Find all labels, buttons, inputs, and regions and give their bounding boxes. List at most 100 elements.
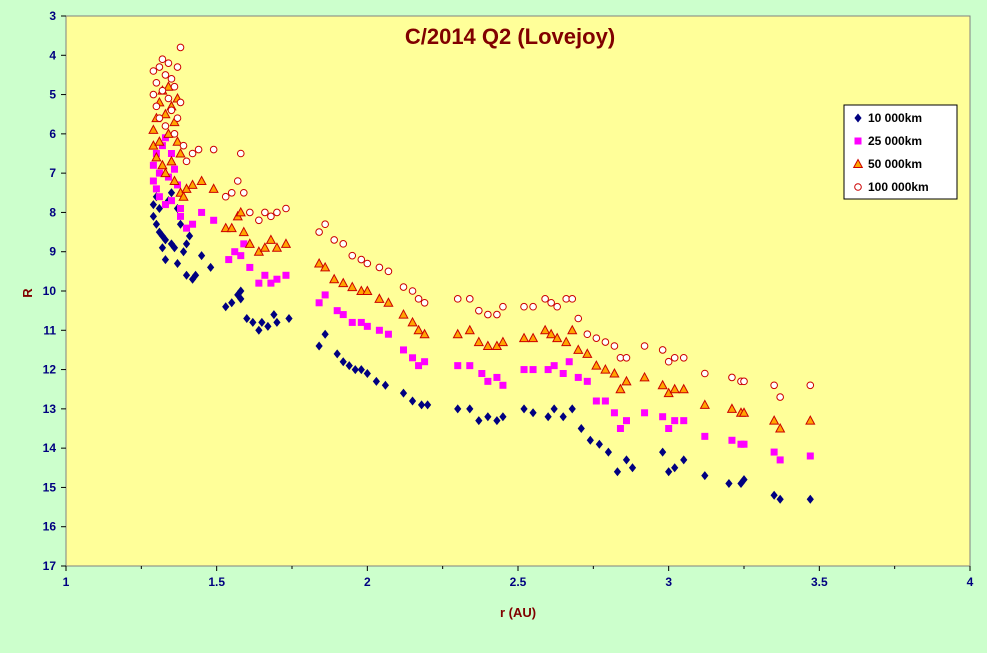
data-point (398, 309, 409, 319)
data-point (176, 219, 185, 229)
y-axis-title: R (20, 288, 35, 298)
data-point (805, 415, 816, 425)
data-point (221, 192, 230, 201)
y-axis: 3 4 5 6 7 8 9 10 11 12 13 14 15 16 17 (43, 9, 66, 573)
data-point (725, 479, 733, 488)
data-point (452, 328, 463, 339)
data-point (701, 432, 709, 440)
x-tick-label: 3 (665, 575, 672, 589)
data-point (338, 277, 349, 288)
data-point (529, 366, 537, 374)
data-point (499, 381, 507, 389)
data-point (149, 161, 157, 169)
data-point (493, 416, 501, 426)
data-points (148, 43, 816, 504)
data-point (164, 59, 173, 67)
y-tick-label: 13 (43, 402, 57, 416)
data-point (270, 310, 278, 320)
data-point (282, 204, 290, 213)
data-point (600, 364, 611, 374)
data-point (265, 234, 277, 244)
data-point (158, 86, 167, 95)
data-point (188, 149, 197, 158)
x-tick-label: 1 (63, 575, 70, 589)
data-point (493, 373, 501, 381)
data-point (149, 211, 157, 221)
data-point (539, 324, 551, 335)
data-point (158, 55, 167, 64)
data-point (169, 175, 180, 185)
data-point (339, 240, 348, 248)
data-point (381, 380, 390, 390)
data-point (348, 251, 357, 260)
data-point (209, 145, 218, 154)
data-point (161, 255, 170, 265)
series-circle-points (149, 43, 815, 401)
legend-marker-diamond (854, 113, 862, 123)
data-point (183, 224, 191, 232)
data-point (246, 208, 254, 217)
series-diamond-points (149, 188, 814, 504)
data-point (220, 222, 231, 233)
data-point (776, 456, 784, 464)
data-point (573, 344, 584, 354)
data-point (665, 425, 673, 432)
data-point (497, 336, 509, 347)
data-point (601, 397, 609, 405)
data-point (622, 353, 631, 362)
data-point (701, 471, 709, 481)
y-tick-label: 14 (43, 441, 57, 455)
data-point (529, 302, 537, 311)
data-point (176, 43, 185, 52)
data-point (583, 377, 591, 385)
data-point (167, 188, 176, 198)
data-point (196, 175, 207, 185)
data-point (699, 399, 710, 409)
data-point (261, 271, 269, 279)
x-tick-label: 2.5 (510, 575, 527, 589)
data-point (520, 404, 528, 414)
data-point (728, 436, 736, 444)
data-point (189, 220, 197, 228)
data-point (261, 208, 269, 217)
data-point (339, 311, 347, 319)
y-tick-label: 11 (43, 323, 56, 337)
data-point (454, 404, 462, 414)
data-point (176, 98, 185, 107)
data-point (520, 366, 528, 374)
data-point (609, 367, 620, 378)
data-point (615, 383, 626, 394)
data-point (240, 240, 248, 248)
data-point (658, 346, 667, 354)
data-point (173, 114, 182, 122)
data-point (225, 256, 233, 264)
data-point (321, 329, 329, 339)
data-point (622, 417, 630, 425)
data-point (163, 81, 174, 91)
data-point (482, 340, 494, 350)
data-point (362, 285, 373, 295)
data-point (348, 318, 356, 326)
data-point (315, 299, 323, 307)
data-point (577, 424, 585, 433)
data-point (149, 200, 157, 210)
data-point (170, 130, 179, 138)
data-point (152, 185, 160, 193)
data-point (664, 357, 673, 366)
data-point (313, 257, 325, 268)
data-point (285, 314, 293, 323)
data-point (659, 447, 667, 457)
x-tick-label: 3.5 (811, 575, 828, 589)
data-point (374, 293, 385, 303)
data-point (417, 400, 426, 410)
data-point (182, 239, 191, 249)
data-point (175, 147, 186, 158)
data-point (527, 332, 539, 343)
data-point (419, 328, 430, 339)
y-tick-label: 16 (43, 520, 57, 534)
data-point (421, 358, 429, 366)
data-point (273, 275, 281, 283)
data-point (499, 412, 507, 422)
data-point (177, 205, 185, 212)
data-point (399, 283, 408, 291)
